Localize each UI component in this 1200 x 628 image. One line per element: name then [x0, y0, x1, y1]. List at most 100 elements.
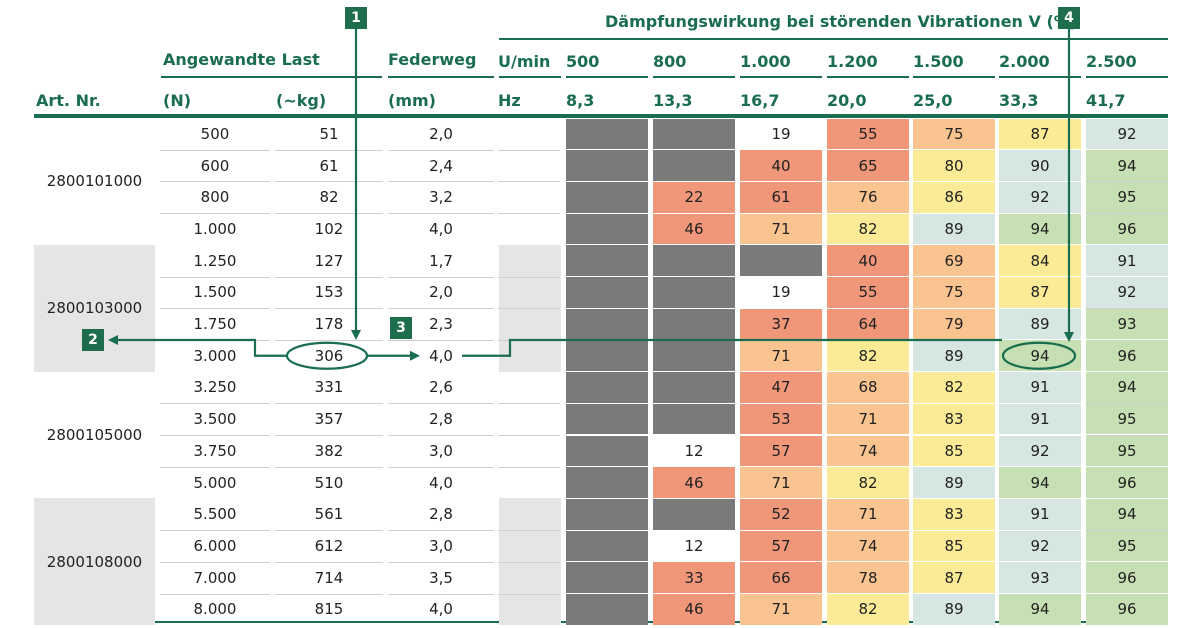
damping-cell: 91: [999, 498, 1081, 530]
row-divider: [275, 466, 383, 468]
damping-cell: [653, 340, 735, 372]
spring-travel: 4,0: [429, 219, 453, 238]
load-newton: 3.000: [193, 346, 237, 365]
rpm-value: 2.500: [1086, 52, 1137, 71]
damping-cell: 95: [1086, 435, 1168, 467]
load-kg: 153: [314, 283, 344, 302]
row-divider: [160, 561, 270, 563]
spring-travel: 2,8: [429, 505, 453, 524]
damping-cell: 87: [999, 118, 1081, 150]
damping-cell: 95: [1086, 403, 1168, 435]
damping-cell: 96: [1086, 340, 1168, 372]
damping-cell: [566, 562, 648, 593]
table-title: Dämpfungswirkung bei störenden Vibration…: [605, 12, 1078, 31]
damping-cell: 69: [913, 245, 995, 276]
damping-cell: [653, 308, 735, 340]
damping-cell: 74: [827, 435, 909, 467]
damping-cell: 96: [1086, 467, 1168, 498]
damping-cell: 55: [827, 118, 909, 150]
spring-travel: 2,0: [429, 124, 453, 143]
rpm-header: U/min: [498, 52, 551, 71]
header-rule-load: [161, 76, 382, 78]
load-kg: 82: [319, 188, 339, 207]
rpm-rule: [913, 76, 995, 78]
load-newton: 5.000: [193, 473, 237, 492]
damping-cell: 94: [999, 340, 1081, 372]
damping-cell: 79: [913, 308, 995, 340]
row-divider: [498, 213, 560, 215]
spring-travel: 2,4: [429, 156, 453, 175]
damping-cell: [653, 118, 735, 150]
spring-travel-header: Federweg: [388, 50, 477, 69]
row-divider: [160, 213, 270, 215]
load-newton: 600: [200, 156, 230, 175]
row-divider: [275, 561, 383, 563]
damping-cell: 95: [1086, 181, 1168, 213]
rpm-rule: [827, 76, 909, 78]
damping-cell: 47: [740, 372, 822, 403]
row-divider: [498, 308, 560, 310]
load-header: Angewandte Last: [163, 50, 320, 69]
damping-cell: 93: [1086, 308, 1168, 340]
load-kg: 331: [314, 378, 344, 397]
damping-cell: 92: [999, 181, 1081, 213]
damping-cell: 37: [740, 308, 822, 340]
damping-cell: 55: [827, 277, 909, 308]
damping-cell: 71: [740, 340, 822, 372]
rpm-value: 1.500: [913, 52, 964, 71]
hz-value: 25,0: [913, 91, 953, 110]
callout-badge-1: 1: [345, 7, 367, 29]
row-divider: [160, 276, 270, 278]
damping-cell: [566, 277, 648, 308]
header-bottom-rule: [34, 114, 1168, 118]
row-divider: [275, 181, 383, 183]
row-divider: [498, 530, 560, 532]
hz-value: 33,3: [999, 91, 1039, 110]
row-divider: [388, 435, 494, 436]
row-divider: [160, 149, 270, 151]
article-number-header: Art. Nr.: [36, 91, 101, 110]
row-divider: [388, 561, 494, 563]
damping-cell: 74: [827, 530, 909, 562]
damping-cell: [566, 435, 648, 467]
load-newton: 3.250: [193, 378, 237, 397]
row-divider: [498, 466, 560, 468]
spring-travel: 4,0: [429, 346, 453, 365]
row-divider: [388, 593, 494, 595]
damping-cell: 92: [1086, 118, 1168, 150]
row-divider: [275, 213, 383, 215]
damping-cell: 19: [740, 277, 822, 308]
damping-cell: 53: [740, 403, 822, 435]
damping-cell: 82: [827, 213, 909, 245]
damping-cell: 22: [653, 181, 735, 213]
row-divider: [160, 466, 270, 468]
damping-cell: 87: [999, 277, 1081, 308]
article-number: 2800105000: [46, 425, 143, 444]
load-newton: 6.000: [193, 536, 237, 555]
damping-cell: 82: [827, 594, 909, 625]
row-divider: [275, 403, 383, 405]
damping-cell: 96: [1086, 594, 1168, 625]
load-newton: 1.500: [193, 283, 237, 302]
damping-cell: [740, 245, 822, 276]
article-number: 2800101000: [46, 172, 143, 191]
damping-cell: [566, 594, 648, 625]
damping-cell: [653, 372, 735, 403]
spring-travel: 2,3: [429, 315, 453, 334]
rpm-rule: [999, 76, 1081, 78]
load-kg: 51: [319, 124, 339, 143]
damping-cell: [566, 150, 648, 181]
damping-cell: [566, 340, 648, 372]
hz-value: 13,3: [653, 91, 693, 110]
row-divider: [275, 530, 383, 532]
spring-travel: 3,0: [429, 441, 453, 460]
spring-travel: 2,0: [429, 283, 453, 302]
row-divider: [498, 181, 560, 183]
damping-cell: 12: [653, 530, 735, 562]
damping-cell: [653, 150, 735, 181]
load-kg: 306: [314, 346, 344, 365]
load-newton: 800: [200, 188, 230, 207]
rpm-value: 500: [566, 52, 600, 71]
rpm-rule: [566, 76, 648, 78]
damping-cell: 65: [827, 150, 909, 181]
